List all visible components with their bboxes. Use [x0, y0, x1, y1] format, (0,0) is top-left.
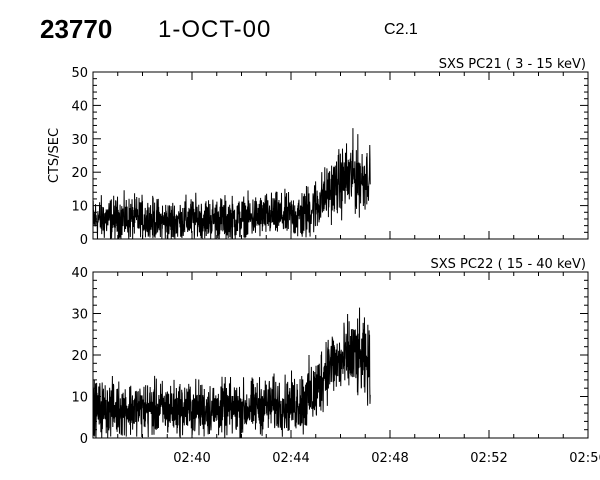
- x-tick-label: 02:48: [371, 451, 408, 466]
- panel-title: SXS PC22 ( 15 - 40 keV): [430, 257, 586, 272]
- panel-title: SXS PC21 ( 3 - 15 keV): [439, 57, 586, 72]
- x-tick-label: 02:44: [272, 451, 309, 466]
- y-tick-label: 20: [71, 349, 88, 364]
- event-id: 23770: [40, 14, 113, 44]
- y-tick-label: 50: [71, 66, 88, 81]
- x-tick-label: 02:52: [470, 451, 507, 466]
- y-tick-label: 30: [71, 133, 88, 148]
- y-tick-label: 10: [71, 391, 88, 406]
- event-date: 1-OCT-00: [158, 16, 272, 43]
- y-tick-label: 0: [80, 432, 88, 447]
- y-tick-label: 0: [80, 233, 88, 248]
- y-tick-label: 10: [71, 200, 88, 215]
- y-tick-label: 40: [71, 266, 88, 281]
- y-axis-label: CTS/SEC: [47, 128, 62, 183]
- y-tick-label: 30: [71, 308, 88, 323]
- flare-class: C2.1: [384, 21, 418, 38]
- y-tick-label: 40: [71, 99, 88, 114]
- x-tick-label: 02:40: [173, 451, 210, 466]
- series-line-panel-1: [92, 128, 371, 240]
- x-tick-label: 02:56: [569, 451, 600, 466]
- series-line-panel-2: [92, 307, 371, 439]
- y-tick-label: 20: [71, 166, 88, 181]
